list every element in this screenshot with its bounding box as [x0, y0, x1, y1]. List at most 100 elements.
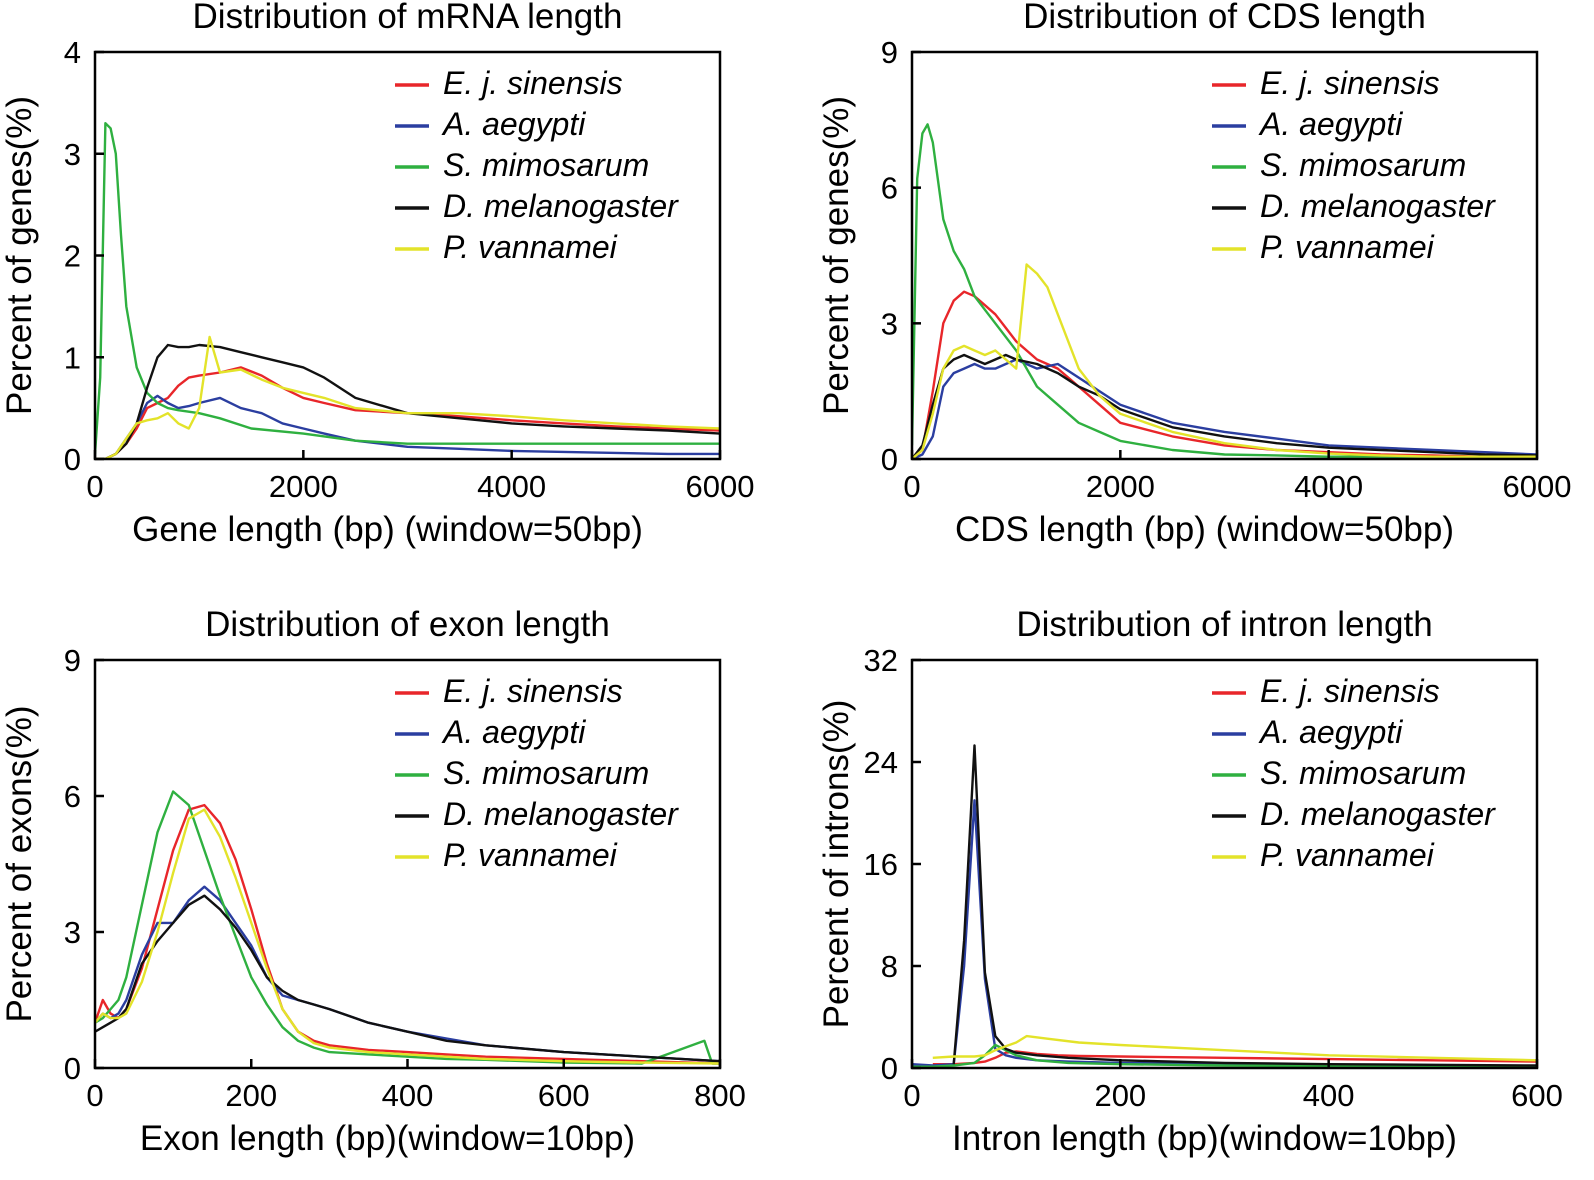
chart-1-title: Distribution of mRNA length — [193, 0, 623, 36]
chart-2-series-line-2 — [912, 358, 1537, 459]
chart-3-legend-label-3: S. mimosarum — [443, 755, 649, 791]
chart-3-series-line-1 — [95, 803, 720, 1065]
chart-1-y-axis-label: Percent of genes(%) — [0, 96, 39, 415]
chart-4-legend-label-1: E. j. sinensis — [1260, 673, 1440, 709]
chart-4-title: Distribution of intron length — [1016, 605, 1432, 644]
chart-1-x-tick-label-4: 6000 — [686, 469, 755, 504]
chart-3-x-tick-label-3: 400 — [382, 1078, 434, 1113]
chart-3-legend-label-4: D. melanogaster — [443, 796, 679, 832]
chart-4-x-tick-label-1: 0 — [903, 1078, 920, 1113]
chart-1-y-tick-label-5: 4 — [64, 35, 81, 70]
chart-1-x-axis-label: Gene length (bp) (window=50bp) — [132, 510, 643, 549]
chart-1-series-line-3 — [95, 121, 720, 454]
chart-3-y-tick-label-2: 3 — [64, 915, 81, 950]
chart-1-y-tick-label-2: 1 — [64, 340, 81, 375]
chart-1-x-tick-label-2: 2000 — [269, 469, 338, 504]
chart-4-y-tick-label-5: 32 — [864, 643, 898, 678]
chart-2-x-tick-label-2: 2000 — [1086, 469, 1155, 504]
chart-2-legend-label-3: S. mimosarum — [1260, 147, 1466, 183]
chart-2-series-line-4 — [912, 353, 1537, 459]
chart-1-y-tick-label-4: 3 — [64, 137, 81, 172]
chart-3-y-tick-label-1: 0 — [64, 1051, 81, 1086]
chart-4-series-group — [912, 744, 1537, 1068]
chart-2-title: Distribution of CDS length — [1023, 0, 1426, 36]
chart-2-y-axis-label: Percent of genes(%) — [817, 96, 856, 415]
chart-3-x-tick-label-5: 800 — [694, 1078, 746, 1113]
chart-3-x-tick-label-2: 200 — [225, 1078, 277, 1113]
chart-2-x-tick-label-1: 0 — [903, 469, 920, 504]
chart-3-legend-label-5: P. vannamei — [443, 837, 618, 873]
chart-3-series-group — [95, 790, 720, 1065]
chart-4-x-axis-label: Intron length (bp)(window=10bp) — [952, 1119, 1457, 1158]
chart-1-legend-label-3: S. mimosarum — [443, 147, 649, 183]
chart-2-y-tick-label-4: 9 — [881, 35, 898, 70]
chart-3: Distribution of exon length 0 200 400 600 800… — [0, 605, 746, 1158]
chart-3-legend-label-2: A. aegypti — [441, 714, 586, 750]
chart-2-x-axis-label: CDS length (bp) (window=50bp) — [955, 510, 1454, 549]
chart-3-x-axis-label: Exon length (bp)(window=10bp) — [140, 1119, 635, 1158]
chart-4-legend-label-3: S. mimosarum — [1260, 755, 1466, 791]
chart-4-series-line-2 — [912, 799, 1537, 1068]
chart-1-series-line-1 — [95, 366, 720, 459]
chart-1-legend-label-5: P. vannamei — [443, 229, 618, 265]
chart-3-y-tick-label-3: 6 — [64, 779, 81, 814]
chart-3-series-line-3 — [95, 790, 720, 1065]
chart-1-x-tick-label-3: 4000 — [477, 469, 546, 504]
chart-4-series-line-1 — [932, 1050, 1537, 1066]
chart-4-x-tick-label-2: 200 — [1094, 1078, 1146, 1113]
chart-4-y-tick-label-3: 16 — [864, 847, 898, 882]
chart-4-x-tick-label-3: 400 — [1303, 1078, 1355, 1113]
chart-3-legend-label-1: E. j. sinensis — [443, 673, 623, 709]
chart-2-series-line-1 — [912, 290, 1537, 459]
chart-3-plot-frame — [93, 658, 722, 1070]
chart-1-series-group — [95, 121, 720, 459]
chart-4-series-line-5 — [932, 1034, 1537, 1062]
chart-4-series-line-4 — [952, 744, 1537, 1067]
chart-2-legend-label-2: A. aegypti — [1258, 106, 1403, 142]
chart-4-plot-frame — [910, 658, 1539, 1070]
chart-3-series-line-2 — [95, 885, 720, 1063]
chart-2-y-tick-label-1: 0 — [881, 442, 898, 477]
chart-2-y-tick-label-3: 6 — [881, 171, 898, 206]
chart-1-legend-label-4: D. melanogaster — [443, 188, 679, 224]
chart-3-series-line-5 — [95, 808, 720, 1065]
chart-1-legend-label-1: E. j. sinensis — [443, 65, 623, 101]
chart-1-series-line-5 — [95, 335, 720, 459]
chart-3-series-line-4 — [95, 894, 720, 1063]
chart-2-y-tick-label-2: 3 — [881, 306, 898, 341]
chart-3-y-axis-label: Percent of exons(%) — [0, 705, 39, 1022]
chart-1-series-line-4 — [95, 343, 720, 459]
chart-4-legend-label-5: P. vannamei — [1260, 837, 1435, 873]
chart-3-y-tick-label-4: 9 — [64, 643, 81, 678]
chart-1-legend-label-2: A. aegypti — [441, 106, 586, 142]
chart-4-legend: E. j. sinensis A. aegypti S. mimosarum D. m… — [1212, 673, 1496, 873]
chart-1-y-tick-label-3: 2 — [64, 239, 81, 274]
chart-4-y-tick-label-1: 0 — [881, 1051, 898, 1086]
chart-4-y-tick-label-2: 8 — [881, 949, 898, 984]
chart-4-y-tick-label-4: 24 — [864, 745, 898, 780]
chart-4-series-line-3 — [912, 1043, 1537, 1068]
chart-2-legend-label-5: P. vannamei — [1260, 229, 1435, 265]
chart-2: Distribution of CDS length 0 2000 4000 6000 0… — [817, 0, 1571, 549]
chart-2-series-group — [912, 123, 1537, 459]
chart-3-x-tick-label-1: 0 — [86, 1078, 103, 1113]
chart-4-y-axis-label: Percent of introns(%) — [817, 700, 856, 1029]
chart-3-x-tick-label-4: 600 — [538, 1078, 590, 1113]
chart-1-plot-frame — [93, 50, 722, 461]
chart-1-x-tick-label-1: 0 — [86, 469, 103, 504]
chart-4-x-tick-label-4: 600 — [1511, 1078, 1563, 1113]
chart-4: Distribution of intron length 0 200 400 600 0… — [817, 605, 1563, 1158]
chart-2-series-line-3 — [912, 123, 1537, 458]
chart-2-x-tick-label-3: 4000 — [1294, 469, 1363, 504]
chart-2-series-line-5 — [912, 263, 1537, 459]
chart-4-legend-label-2: A. aegypti — [1258, 714, 1403, 750]
chart-2-x-tick-label-4: 6000 — [1503, 469, 1572, 504]
chart-4-legend-label-4: D. melanogaster — [1260, 796, 1496, 832]
chart-3-title: Distribution of exon length — [205, 605, 610, 644]
chart-1-legend: E. j. sinensis A. aegypti S. mimosarum D. m… — [395, 65, 679, 265]
chart-1: Distribution of mRNA length 0 2000 4000 6000… — [0, 0, 754, 549]
chart-2-legend: E. j. sinensis A. aegypti S. mimosarum D. m… — [1212, 65, 1496, 265]
chart-2-legend-label-1: E. j. sinensis — [1260, 65, 1440, 101]
chart-3-legend: E. j. sinensis A. aegypti S. mimosarum D. m… — [395, 673, 679, 873]
